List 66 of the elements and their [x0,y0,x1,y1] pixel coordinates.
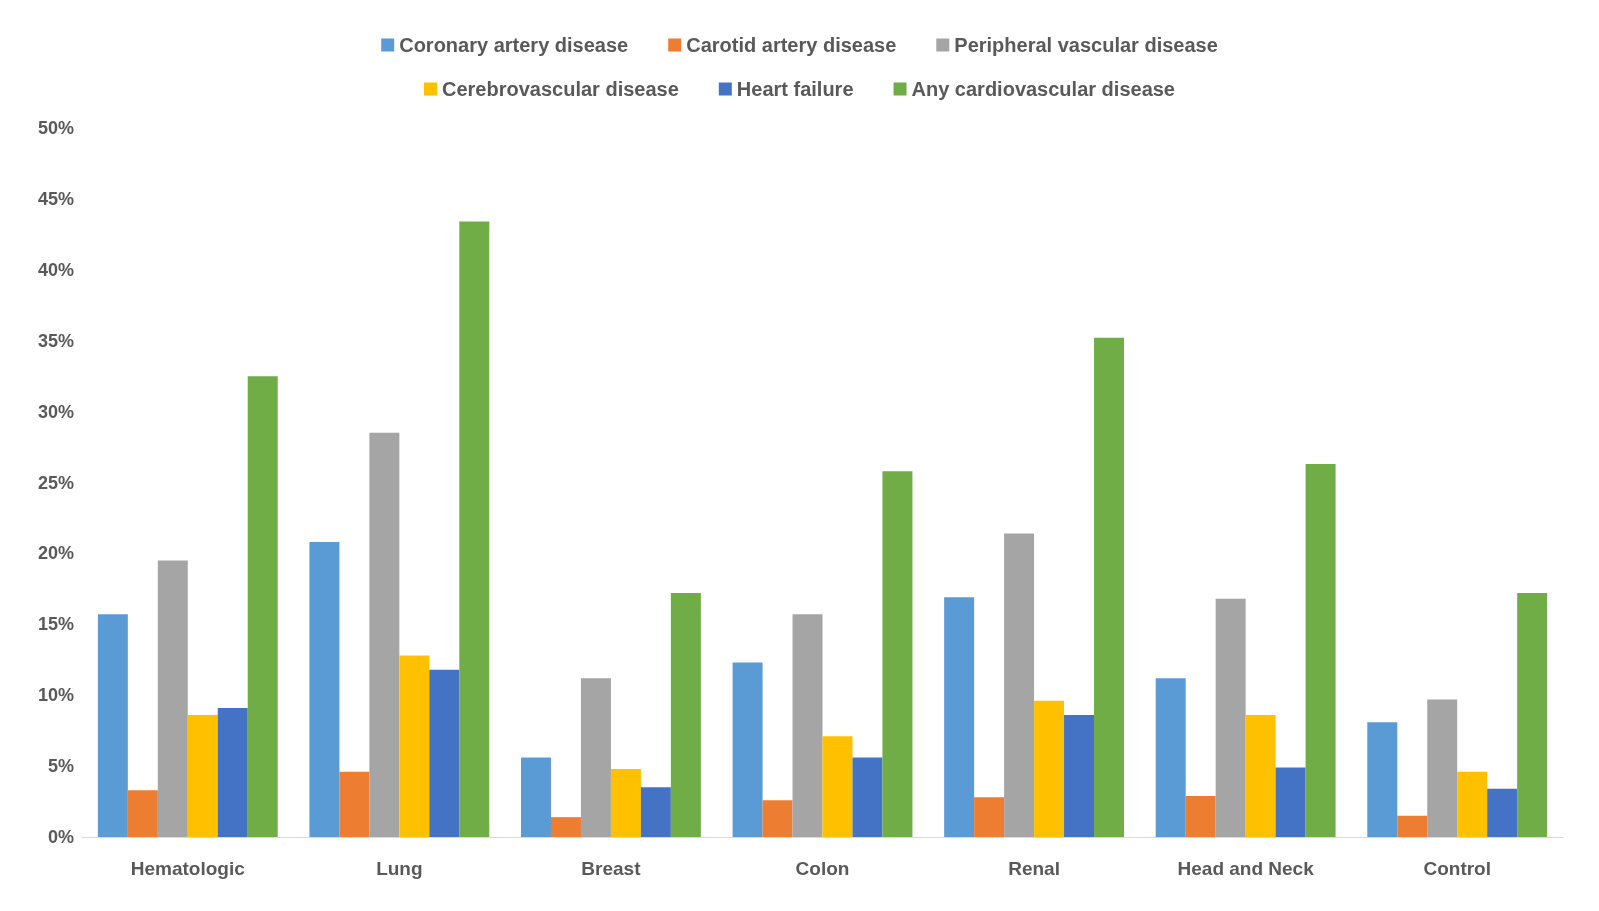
bar [1155,678,1186,837]
bar [944,597,975,837]
bar [1305,464,1336,837]
bar [1245,715,1276,837]
bar [1004,533,1035,837]
y-tick-label: 50% [37,118,74,138]
bar [670,593,701,837]
bar [339,771,370,837]
bar [521,757,551,837]
y-tick-label: 0% [47,827,74,847]
legend-label: Any cardiovascular disease [911,78,1175,100]
x-tick-label: Breast [581,858,642,879]
bar [97,614,128,837]
legend-label: Carotid artery disease [686,34,897,56]
bar [1185,795,1216,837]
legend-label: Peripheral vascular disease [954,34,1218,56]
bar [187,715,218,837]
x-tick-label: Colon [795,858,850,879]
x-tick-label: Lung [376,858,423,879]
bar [1094,337,1124,837]
bar [1215,598,1246,837]
bar [610,768,641,837]
bar [399,655,430,837]
bar [882,471,913,837]
x-tick-label: Renal [1008,858,1060,879]
bar [369,432,400,837]
bar [640,787,671,837]
bar [247,376,278,837]
bar [1457,771,1488,837]
bar [157,560,188,837]
legend-label: Cerebrovascular disease [442,78,679,100]
bar [127,790,158,837]
legend-label: Coronary artery disease [399,34,629,56]
bar [822,736,853,837]
y-tick-label: 45% [37,188,74,209]
legend-label: Heart failure [736,78,854,100]
bar [1517,593,1548,837]
bar [1487,788,1518,837]
bar [1064,715,1095,837]
y-tick-label: 40% [37,259,74,280]
x-tick-label: Control [1423,858,1491,879]
y-tick-label: 15% [37,614,74,635]
y-tick-label: 5% [47,756,74,777]
bar [429,669,460,837]
bar [1427,699,1458,837]
bar [762,800,793,837]
bar [1367,722,1398,837]
bar [792,614,823,837]
bar [852,757,883,837]
bar [217,707,248,837]
bar [1397,815,1428,837]
y-tick-label: 25% [37,472,74,493]
bar [309,542,340,837]
x-tick-label: Hematologic [130,858,246,879]
bar [550,817,581,837]
y-tick-label: 10% [37,685,74,706]
y-tick-label: 30% [37,401,74,422]
x-tick-label: Head and Neck [1177,858,1315,879]
bar [1034,700,1065,837]
bar [1275,767,1306,837]
bar [459,221,490,837]
bar [732,662,763,837]
bar [580,678,611,837]
bar [974,797,1005,837]
y-tick-label: 35% [37,330,74,351]
y-tick-label: 20% [37,543,74,564]
